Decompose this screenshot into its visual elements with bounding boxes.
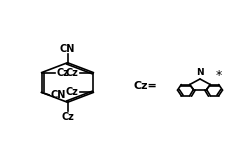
Text: Cz=: Cz= (134, 81, 158, 91)
Text: *: * (216, 69, 222, 82)
Text: Cz: Cz (61, 112, 74, 122)
Text: CN: CN (60, 44, 75, 54)
Text: Cz: Cz (56, 68, 69, 78)
Text: Cz: Cz (66, 68, 79, 78)
Text: CN: CN (50, 90, 66, 100)
Text: N: N (196, 67, 204, 77)
Text: Cz: Cz (66, 87, 79, 97)
